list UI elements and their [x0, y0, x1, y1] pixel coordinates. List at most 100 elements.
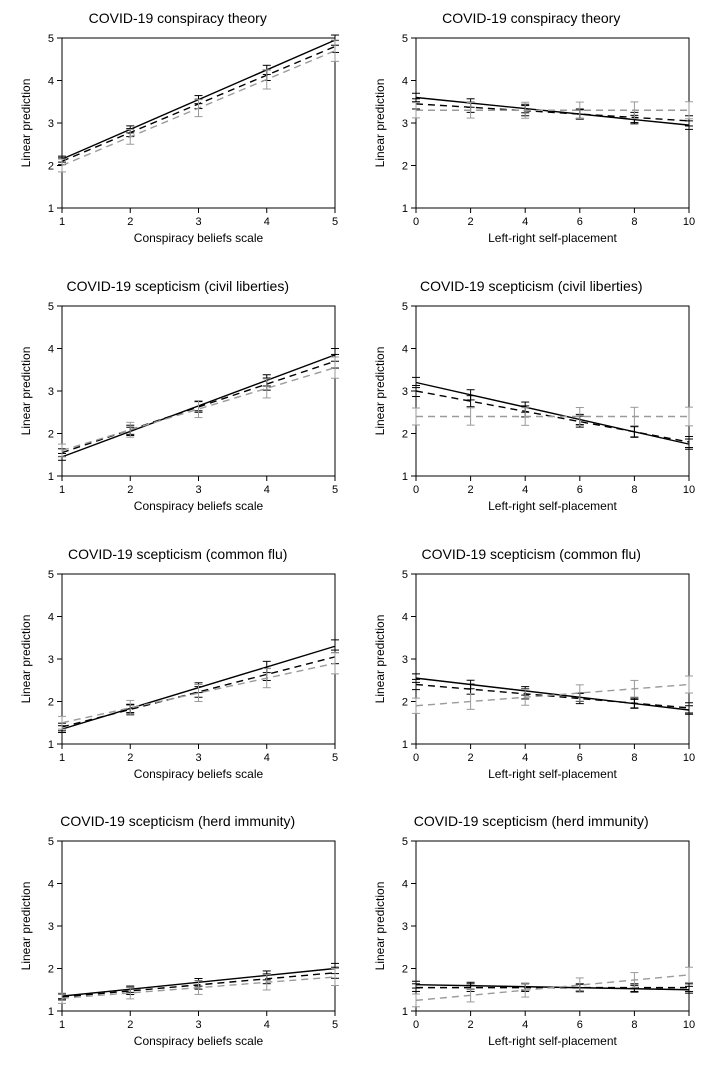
svg-text:3: 3: [48, 654, 54, 666]
svg-text:2: 2: [467, 752, 473, 764]
svg-text:2: 2: [48, 964, 54, 976]
svg-text:10: 10: [682, 484, 694, 496]
svg-text:2: 2: [127, 1019, 133, 1031]
svg-text:5: 5: [332, 1019, 338, 1031]
chart-svg: 12345Linear prediction12345Conspiracy be…: [10, 564, 345, 789]
svg-text:2: 2: [127, 484, 133, 496]
panel-title: COVID-19 scepticism (common flu): [364, 546, 700, 562]
svg-text:10: 10: [682, 752, 694, 764]
panel-title: COVID-19 scepticism (common flu): [10, 546, 346, 562]
svg-text:5: 5: [332, 216, 338, 228]
svg-text:5: 5: [48, 836, 54, 848]
svg-text:2: 2: [401, 161, 407, 173]
series-line: [416, 382, 689, 444]
svg-text:4: 4: [48, 343, 54, 355]
svg-text:3: 3: [401, 118, 407, 130]
svg-text:1: 1: [48, 203, 54, 215]
svg-text:2: 2: [127, 752, 133, 764]
svg-text:10: 10: [682, 216, 694, 228]
x-axis-label: Conspiracy beliefs scale: [134, 231, 264, 245]
svg-text:3: 3: [401, 921, 407, 933]
svg-text:4: 4: [401, 879, 407, 891]
svg-text:1: 1: [48, 471, 54, 483]
chart-svg: 12345Linear prediction0246810Left-right …: [364, 296, 699, 521]
svg-text:4: 4: [48, 879, 54, 891]
chart-grid: COVID-19 conspiracy theory 1 2 3 4 5 Linear pr…: [10, 10, 699, 1063]
svg-text:1: 1: [401, 739, 407, 751]
chart-svg: 12345Linear prediction12345Conspiracy be…: [10, 28, 345, 253]
y-axis-label: Linear prediction: [373, 346, 387, 435]
x-axis-label: Conspiracy beliefs scale: [134, 499, 264, 513]
svg-text:5: 5: [48, 33, 54, 45]
svg-text:1: 1: [48, 739, 54, 751]
svg-text:4: 4: [522, 216, 528, 228]
svg-text:3: 3: [195, 484, 201, 496]
svg-text:2: 2: [401, 428, 407, 440]
svg-text:4: 4: [401, 611, 407, 623]
y-axis-label: Linear prediction: [373, 882, 387, 971]
svg-text:0: 0: [412, 216, 418, 228]
series-line: [416, 98, 689, 126]
svg-text:3: 3: [48, 386, 54, 398]
chart-panel: COVID-19 scepticism (herd immunity) 1 2 3 4 5…: [364, 813, 700, 1063]
chart-svg: 12345Linear prediction0246810Left-right …: [364, 564, 699, 789]
panel-title: COVID-19 conspiracy theory: [10, 10, 346, 26]
y-axis-label: Linear prediction: [19, 346, 33, 435]
panel-title: COVID-19 scepticism (herd immunity): [10, 813, 346, 829]
svg-text:3: 3: [401, 386, 407, 398]
x-axis-label: Conspiracy beliefs scale: [134, 767, 264, 781]
svg-text:4: 4: [522, 484, 528, 496]
svg-text:5: 5: [332, 752, 338, 764]
chart-panel: COVID-19 scepticism (civil liberties) 1 2 3…: [10, 278, 346, 528]
svg-text:2: 2: [467, 1019, 473, 1031]
panel-title: COVID-19 scepticism (civil liberties): [10, 278, 346, 294]
svg-text:1: 1: [59, 1019, 65, 1031]
svg-text:5: 5: [48, 569, 54, 581]
chart-panel: COVID-19 scepticism (herd immunity)12345…: [10, 813, 346, 1063]
y-axis-label: Linear prediction: [373, 614, 387, 703]
x-axis-label: Left-right self-placement: [488, 231, 617, 245]
panel-title: COVID-19 scepticism (civil liberties): [364, 278, 700, 294]
svg-text:1: 1: [401, 203, 407, 215]
chart-panel: COVID-19 scepticism (common flu)12345Lin…: [10, 546, 346, 796]
svg-text:6: 6: [576, 484, 582, 496]
svg-text:5: 5: [401, 301, 407, 313]
svg-text:1: 1: [401, 471, 407, 483]
chart-panel: COVID-19 scepticism (civil liberties) 1 2 3…: [364, 278, 700, 528]
chart-svg: 12345Linear prediction12345Conspiracy be…: [10, 831, 345, 1056]
panel-title: COVID-19 scepticism (herd immunity): [364, 813, 700, 829]
svg-text:2: 2: [48, 428, 54, 440]
svg-text:4: 4: [264, 216, 270, 228]
svg-text:4: 4: [264, 1019, 270, 1031]
svg-text:6: 6: [576, 1019, 582, 1031]
chart-panel: COVID-19 conspiracy theory12345Linear pr…: [10, 10, 346, 260]
chart-svg: 12345Linear prediction0246810Left-right …: [364, 831, 699, 1056]
chart-panel: COVID-19 conspiracy theory12345Linear pr…: [364, 10, 700, 260]
x-axis-label: Conspiracy beliefs scale: [134, 1034, 264, 1048]
svg-text:8: 8: [631, 1019, 637, 1031]
svg-text:8: 8: [631, 484, 637, 496]
svg-text:3: 3: [401, 654, 407, 666]
svg-text:10: 10: [682, 1019, 694, 1031]
svg-text:4: 4: [522, 752, 528, 764]
svg-text:5: 5: [332, 484, 338, 496]
panel-title: COVID-19 conspiracy theory: [364, 10, 700, 26]
svg-text:4: 4: [401, 76, 407, 88]
x-axis-label: Left-right self-placement: [488, 499, 617, 513]
svg-text:5: 5: [401, 33, 407, 45]
svg-text:1: 1: [48, 1006, 54, 1018]
series-line: [416, 104, 689, 121]
svg-text:4: 4: [264, 752, 270, 764]
svg-text:6: 6: [576, 216, 582, 228]
svg-text:4: 4: [264, 484, 270, 496]
svg-text:1: 1: [401, 1006, 407, 1018]
svg-text:4: 4: [48, 76, 54, 88]
svg-text:5: 5: [401, 836, 407, 848]
svg-text:2: 2: [48, 161, 54, 173]
svg-text:1: 1: [59, 216, 65, 228]
chart-panel: COVID-19 scepticism (common flu)12345Lin…: [364, 546, 700, 796]
svg-text:2: 2: [401, 964, 407, 976]
svg-text:2: 2: [467, 216, 473, 228]
svg-text:2: 2: [127, 216, 133, 228]
series-line: [416, 678, 689, 710]
